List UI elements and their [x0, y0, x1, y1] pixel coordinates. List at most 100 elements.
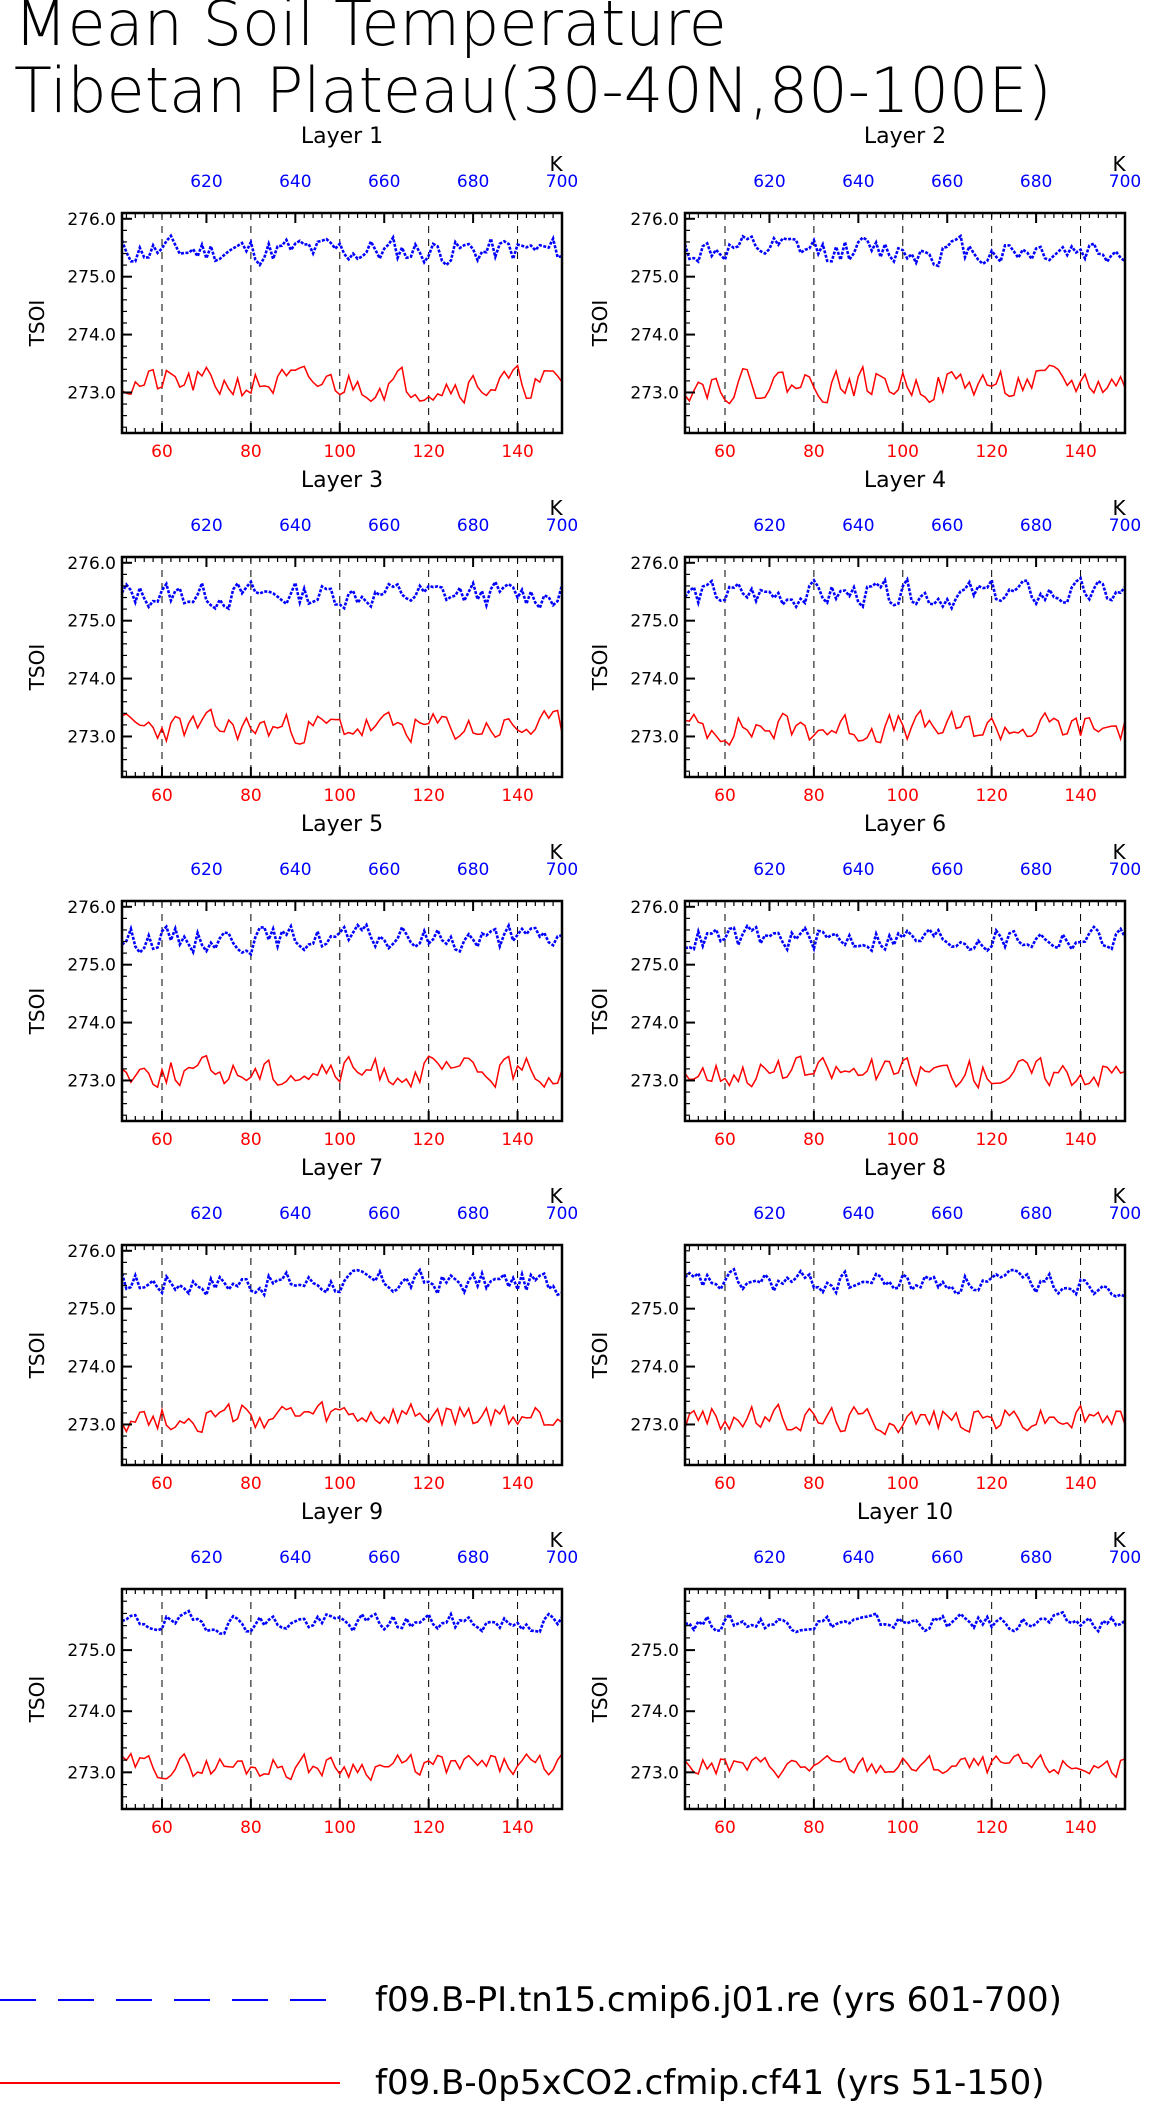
- y-tick-label: 273.0: [630, 1415, 679, 1435]
- x-bottom-tick-label: 100: [887, 442, 919, 462]
- panel-7: Layer 7 TSOI 276.0 275.0 274.0 273.0 60 80 100 12…: [25, 1156, 578, 1494]
- x-top-tick-label: 620: [753, 172, 785, 192]
- plot-frame: [683, 211, 1127, 435]
- series-control: [120, 233, 563, 268]
- panel-title: Layer 5: [301, 812, 383, 837]
- x-bottom-tick-label: 140: [501, 1130, 533, 1150]
- x-bottom-tick-label: 100: [887, 1474, 919, 1494]
- x-top-tick-label: 700: [546, 172, 578, 192]
- y-axis-label: TSOI: [588, 644, 612, 692]
- series-control: [683, 233, 1126, 268]
- x-top-tick-label: 620: [753, 516, 785, 536]
- y-tick-label: 276.0: [630, 554, 679, 574]
- x-top-tick-label: 660: [368, 1548, 400, 1568]
- x-bottom-tick-label: 80: [803, 1818, 825, 1838]
- x-top-tick-label: 700: [1109, 172, 1141, 192]
- x-bottom-tick-label: 100: [887, 1130, 919, 1150]
- x-bottom-tick-label: 60: [151, 1130, 173, 1150]
- y-axis-label: TSOI: [25, 1676, 49, 1724]
- panel-title: Layer 3: [301, 468, 383, 493]
- panel-4: Layer 4 TSOI 276.0 275.0 274.0 273.0 60 80 100 12…: [588, 468, 1141, 806]
- series-control: [121, 922, 563, 957]
- top-axis-unit: K: [549, 1184, 563, 1208]
- y-tick-label: 275.0: [67, 1641, 116, 1661]
- x-top-tick-label: 620: [753, 860, 785, 880]
- x-top-tick-label: 640: [279, 1548, 311, 1568]
- y-tick-label: 274.0: [630, 1702, 679, 1722]
- series-experiment: [121, 708, 563, 745]
- y-tick-label: 274.0: [67, 670, 116, 690]
- y-axis-label: TSOI: [588, 300, 612, 348]
- figure-title-line-1: Mean Soil Temperature: [14, 0, 727, 60]
- y-tick-label: 276.0: [630, 210, 679, 230]
- panel-title: Layer 6: [864, 812, 946, 837]
- panel-title: Layer 10: [857, 1500, 953, 1525]
- series-experiment: [121, 364, 563, 405]
- x-top-tick-label: 640: [842, 860, 874, 880]
- y-tick-label: 275.0: [630, 268, 679, 288]
- x-bottom-tick-label: 120: [412, 1130, 444, 1150]
- y-tick-label: 273.0: [67, 1071, 116, 1091]
- x-bottom-tick-label: 60: [151, 786, 173, 806]
- x-top-tick-label: 640: [279, 1204, 311, 1224]
- series-experiment: [684, 1753, 1126, 1779]
- plot-frame: [120, 1587, 564, 1811]
- panel-5: Layer 5 TSOI 276.0 275.0 274.0 273.0 60 80 100 12…: [25, 812, 578, 1150]
- y-tick-label: 273.0: [67, 1415, 116, 1435]
- x-bottom-tick-label: 120: [412, 1818, 444, 1838]
- figure-title-line-2: Tibetan Plateau(30-40N,80-100E): [14, 54, 1052, 127]
- plot-frame: [683, 1243, 1127, 1467]
- panel-grid: Layer 1 TSOI 276.0 275.0 274.0 273.0 60 80 100 12…: [25, 124, 1141, 1838]
- y-tick-label: 275.0: [67, 268, 116, 288]
- x-top-tick-label: 620: [190, 1204, 222, 1224]
- x-top-tick-label: 660: [368, 1204, 400, 1224]
- panel-10: Layer 10 TSOI 275.0 274.0 273.0 60 80 100 120 140…: [588, 1500, 1141, 1838]
- x-bottom-tick-label: 120: [975, 1818, 1007, 1838]
- legend-label-control: f09.B-PI.tn15.cmip6.j01.re (yrs 601-700): [375, 1980, 1062, 2020]
- y-tick-label: 275.0: [630, 956, 679, 976]
- x-top-tick-label: 620: [190, 172, 222, 192]
- x-top-tick-label: 660: [931, 172, 963, 192]
- panel-2: Layer 2 TSOI 276.0 275.0 274.0 273.0 60 80 100 12…: [588, 124, 1141, 462]
- top-axis-unit: K: [1112, 1528, 1126, 1552]
- y-tick-label: 275.0: [67, 612, 116, 632]
- x-top-tick-label: 620: [753, 1548, 785, 1568]
- plot-frame: [120, 1243, 564, 1467]
- panel-title: Layer 1: [301, 124, 383, 149]
- x-bottom-tick-label: 60: [714, 1818, 736, 1838]
- panel-3: Layer 3 TSOI 276.0 275.0 274.0 273.0 60 80 100 12…: [25, 468, 578, 806]
- x-top-tick-label: 660: [931, 1204, 963, 1224]
- x-bottom-tick-label: 100: [324, 1130, 356, 1150]
- series-control: [121, 1609, 564, 1635]
- y-tick-label: 274.0: [67, 1014, 116, 1034]
- y-tick-label: 273.0: [67, 727, 116, 747]
- legend: f09.B-PI.tn15.cmip6.j01.re (yrs 601-700)…: [0, 1980, 1062, 2103]
- x-bottom-tick-label: 100: [324, 442, 356, 462]
- x-bottom-tick-label: 120: [975, 442, 1007, 462]
- y-tick-label: 274.0: [630, 1358, 679, 1378]
- x-bottom-tick-label: 140: [1064, 1130, 1096, 1150]
- x-bottom-tick-label: 60: [714, 1130, 736, 1150]
- top-axis-unit: K: [549, 496, 563, 520]
- x-bottom-tick-label: 100: [324, 1818, 356, 1838]
- x-top-tick-label: 620: [190, 1548, 222, 1568]
- y-tick-label: 276.0: [67, 1242, 116, 1262]
- series-control: [684, 923, 1127, 954]
- panel-1: Layer 1 TSOI 276.0 275.0 274.0 273.0 60 80 100 12…: [25, 124, 578, 462]
- series-control: [684, 1610, 1126, 1634]
- x-top-tick-label: 680: [1020, 516, 1052, 536]
- x-top-tick-label: 680: [1020, 1548, 1052, 1568]
- x-bottom-tick-label: 120: [975, 786, 1007, 806]
- x-top-tick-label: 680: [457, 516, 489, 536]
- x-top-tick-label: 620: [190, 516, 222, 536]
- x-top-tick-label: 680: [457, 1548, 489, 1568]
- x-bottom-tick-label: 80: [240, 786, 262, 806]
- x-bottom-tick-label: 60: [714, 1474, 736, 1494]
- x-top-tick-label: 680: [1020, 860, 1052, 880]
- y-tick-label: 276.0: [630, 898, 679, 918]
- top-axis-unit: K: [1112, 496, 1126, 520]
- y-axis-label: TSOI: [588, 988, 612, 1036]
- x-bottom-tick-label: 80: [240, 1474, 262, 1494]
- x-top-tick-label: 640: [842, 516, 874, 536]
